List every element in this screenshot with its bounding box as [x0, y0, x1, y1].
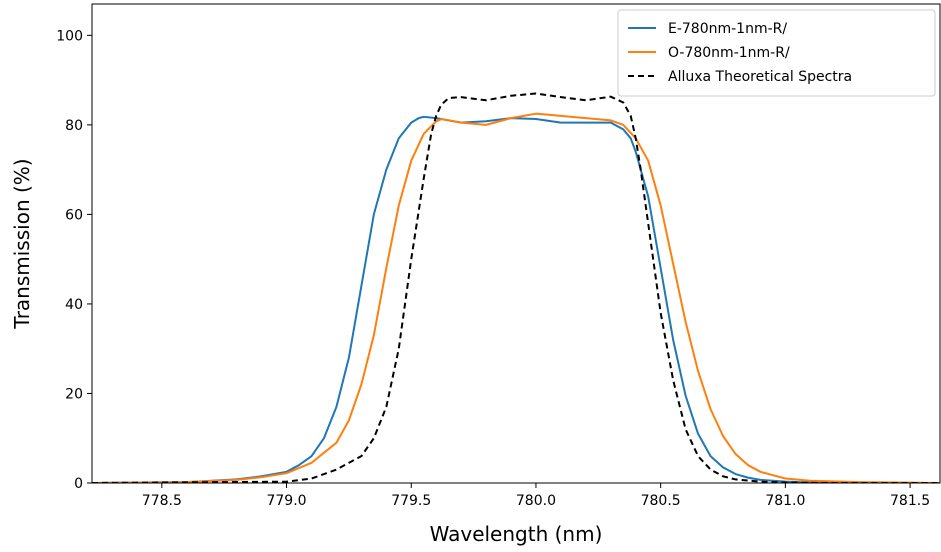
series-layer [92, 92, 940, 483]
y-axis: 0 20 40 60 80 100 [56, 28, 92, 492]
x-tick-label: 779.5 [391, 493, 431, 509]
y-tick-label: 60 [65, 207, 83, 223]
y-axis-title: Transmission (%) [10, 158, 34, 329]
y-tick-label: 100 [56, 28, 83, 44]
series-line-1 [92, 115, 940, 483]
plot-frame [91, 3, 941, 484]
x-tick-label: 781.5 [890, 493, 930, 509]
y-tick-label: 80 [65, 118, 83, 134]
series-line-3 [92, 92, 940, 483]
y-tick-label: 20 [65, 386, 83, 402]
x-axis: 778.5 779.0 779.5 780.0 780.5 781.0 781.5 [142, 483, 930, 509]
legend-box [617, 9, 936, 97]
series-line-2 [92, 112, 940, 483]
y-tick-label: 40 [65, 297, 83, 313]
legend-label-2: O-780nm-1nm-R/ [668, 45, 790, 61]
legend-label-1: E-780nm-1nm-R/ [668, 21, 787, 37]
legend: E-780nm-1nm-R/O-780nm-1nm-R/Alluxa Theor… [617, 9, 936, 97]
y-tick-label: 0 [74, 476, 83, 492]
legend-label-3: Alluxa Theoretical Spectra [668, 69, 852, 85]
x-axis-title: Wavelength (nm) [430, 522, 603, 546]
x-tick-label: 781.0 [765, 493, 805, 509]
x-tick-label: 780.5 [641, 493, 681, 509]
x-tick-label: 779.0 [266, 493, 306, 509]
x-tick-label: 778.5 [142, 493, 182, 509]
x-tick-label: 780.0 [516, 493, 556, 509]
